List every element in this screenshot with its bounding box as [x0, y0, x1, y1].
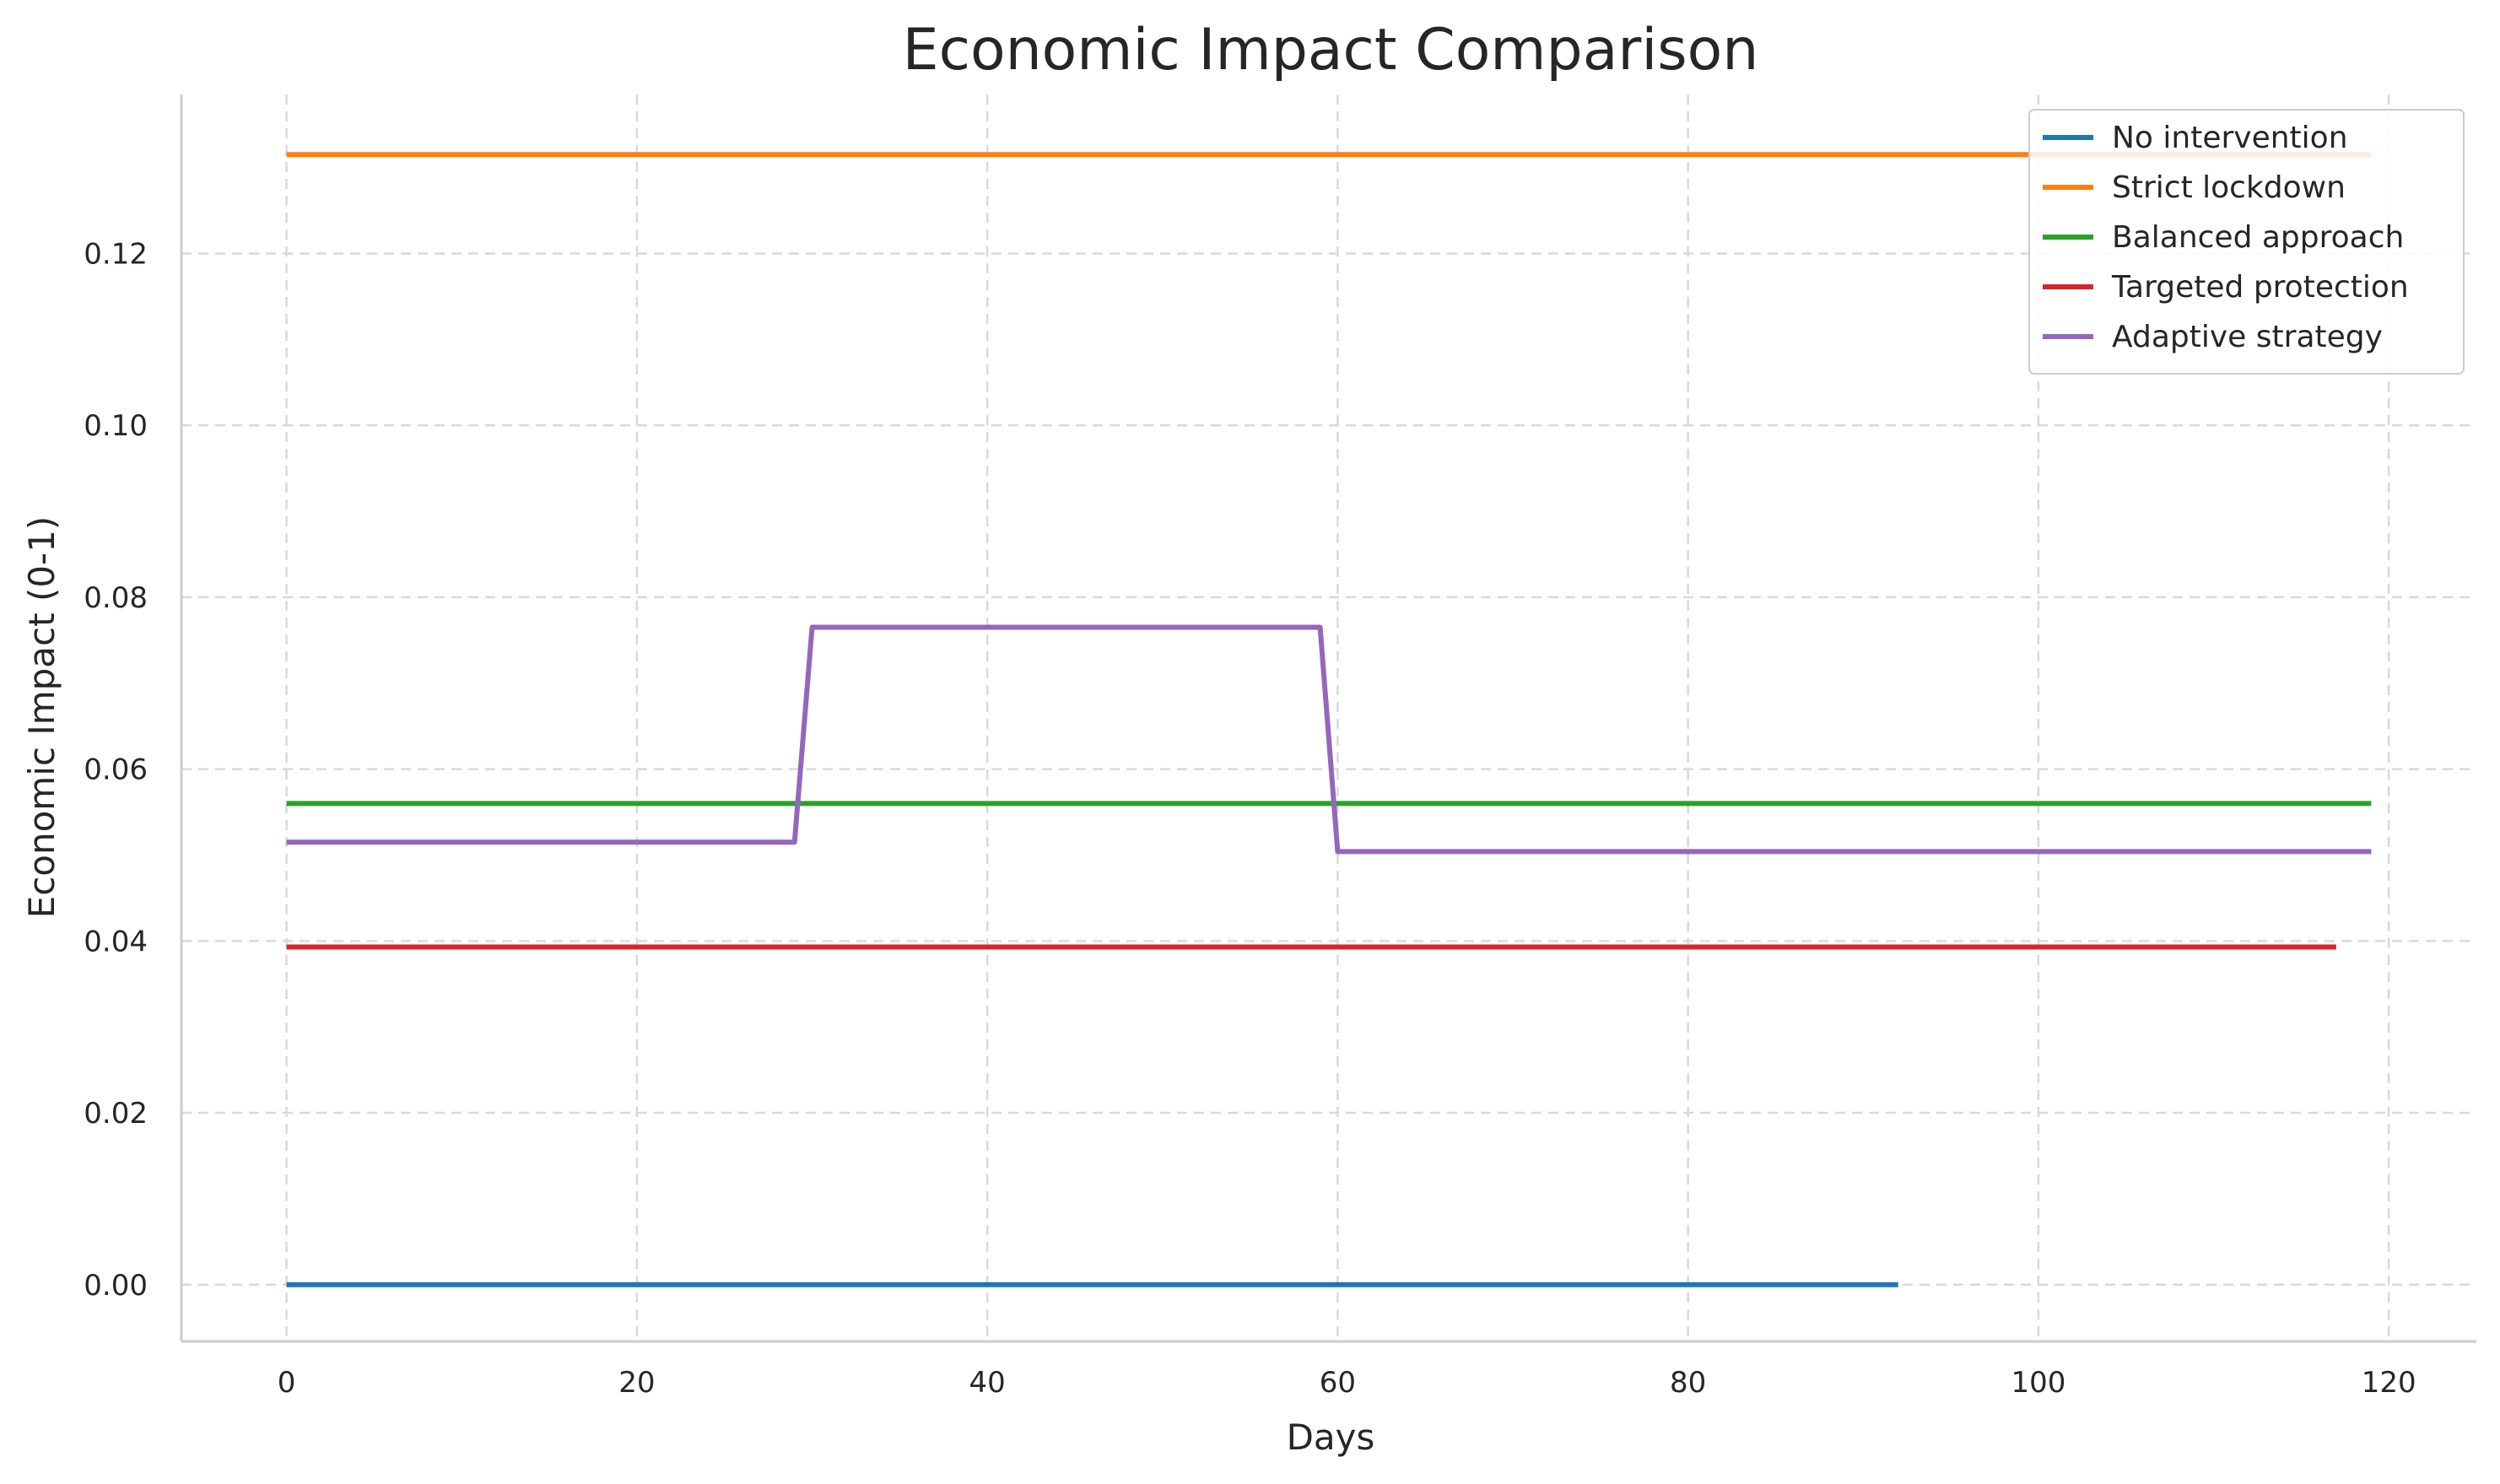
legend-entry-label: Strict lockdown	[2112, 170, 2346, 205]
y-tick-label: 0.12	[84, 237, 148, 271]
legend-entry-label: Targeted protection	[2111, 270, 2409, 305]
series-line-4	[286, 624, 2372, 855]
x-tick-label: 60	[1320, 1366, 1356, 1400]
legend-box	[2028, 109, 2465, 375]
legend-entry-label: Adaptive strategy	[2112, 320, 2383, 354]
y-axis-title: Economic Impact (0-1)	[21, 516, 62, 919]
y-tick-label: 0.08	[84, 581, 148, 615]
legend-entry-label: Balanced approach	[2112, 220, 2404, 255]
x-tick-label: 40	[969, 1366, 1005, 1400]
y-tick-label: 0.06	[84, 753, 148, 787]
y-tick-label: 0.04	[84, 925, 148, 958]
axes	[180, 94, 2476, 1343]
chart-title: Economic Impact Comparison	[903, 17, 1759, 84]
series-lines	[286, 152, 2372, 1287]
x-tick-label: 100	[2011, 1366, 2065, 1400]
legend-entry-label: No intervention	[2112, 121, 2348, 155]
grid-lines	[181, 94, 2476, 1341]
x-tick-label: 120	[2362, 1366, 2416, 1400]
legend: No intervention Strict lockdown Balanced a…	[2028, 109, 2465, 375]
x-tick-label: 0	[278, 1366, 296, 1400]
y-tick-label: 0.00	[84, 1269, 148, 1303]
tick-labels: 0 20 40 60 80 100 120 0.00 0.02 0.04 0.06 0.08 0.10 0…	[84, 237, 2416, 1400]
x-tick-label: 80	[1670, 1366, 1706, 1400]
y-tick-label: 0.02	[84, 1097, 148, 1131]
y-tick-label: 0.10	[84, 409, 148, 443]
x-tick-label: 20	[618, 1366, 655, 1400]
x-axis-title: Days	[1287, 1417, 1375, 1458]
